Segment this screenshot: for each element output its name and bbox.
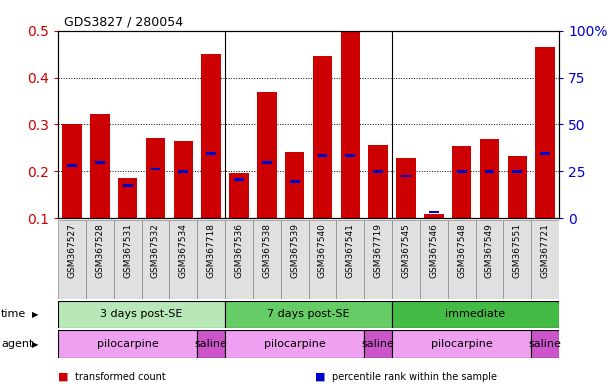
Bar	[178, 170, 188, 173]
Text: GSM367541: GSM367541	[346, 223, 355, 278]
Bar	[118, 178, 137, 218]
Bar	[169, 220, 197, 299]
Bar	[364, 330, 392, 358]
Bar	[345, 154, 355, 157]
Text: ▶: ▶	[32, 310, 38, 319]
Bar	[225, 220, 253, 299]
Text: immediate: immediate	[445, 310, 506, 319]
Bar	[58, 301, 225, 328]
Bar	[392, 220, 420, 299]
Bar	[58, 220, 86, 299]
Text: GSM367546: GSM367546	[430, 223, 438, 278]
Bar	[485, 170, 494, 173]
Text: pilocarpine: pilocarpine	[97, 339, 158, 349]
Text: ▶: ▶	[32, 339, 38, 349]
Text: GSM367545: GSM367545	[401, 223, 411, 278]
Bar	[290, 180, 299, 183]
Text: GDS3827 / 280054: GDS3827 / 280054	[64, 16, 183, 29]
Bar	[150, 167, 160, 170]
Bar	[95, 161, 104, 164]
Bar	[123, 184, 133, 187]
Text: ■: ■	[58, 372, 68, 382]
Text: GSM367534: GSM367534	[179, 223, 188, 278]
Text: transformed count: transformed count	[75, 372, 166, 382]
Bar	[234, 178, 244, 180]
Bar	[448, 220, 475, 299]
Text: GSM367531: GSM367531	[123, 223, 132, 278]
Text: agent: agent	[1, 339, 34, 349]
Bar	[364, 220, 392, 299]
Bar	[513, 170, 522, 173]
Text: pilocarpine: pilocarpine	[431, 339, 492, 349]
Text: ■: ■	[315, 372, 325, 382]
Text: GSM367551: GSM367551	[513, 223, 522, 278]
Bar	[86, 220, 114, 299]
Text: GSM367532: GSM367532	[151, 223, 160, 278]
Bar	[207, 152, 216, 155]
Text: GSM367718: GSM367718	[207, 223, 216, 278]
Bar	[262, 161, 272, 164]
Bar	[392, 330, 531, 358]
Bar	[174, 141, 193, 218]
Bar	[424, 214, 444, 218]
Bar	[58, 330, 197, 358]
Text: 3 days post-SE: 3 days post-SE	[100, 310, 183, 319]
Bar	[225, 301, 392, 328]
Bar	[285, 152, 304, 218]
Bar	[429, 210, 439, 214]
Bar	[531, 220, 559, 299]
Bar	[197, 330, 225, 358]
Text: saline: saline	[195, 339, 227, 349]
Text: GSM367538: GSM367538	[262, 223, 271, 278]
Bar	[67, 164, 77, 167]
Text: GSM367528: GSM367528	[95, 223, 104, 278]
Bar	[253, 220, 280, 299]
Bar	[457, 170, 467, 173]
Bar	[535, 47, 555, 218]
Text: GSM367540: GSM367540	[318, 223, 327, 278]
Bar	[396, 158, 415, 218]
Text: saline: saline	[362, 339, 395, 349]
Bar	[392, 301, 559, 328]
Text: GSM367536: GSM367536	[235, 223, 243, 278]
Text: GSM367719: GSM367719	[374, 223, 382, 278]
Bar	[142, 220, 169, 299]
Bar	[420, 220, 448, 299]
Bar	[202, 54, 221, 218]
Text: saline: saline	[529, 339, 562, 349]
Bar	[531, 330, 559, 358]
Bar	[62, 124, 82, 218]
Bar	[475, 220, 503, 299]
Bar	[229, 173, 249, 218]
Bar	[225, 330, 364, 358]
Bar	[313, 56, 332, 218]
Bar	[309, 220, 337, 299]
Bar	[257, 92, 277, 218]
Bar	[480, 139, 499, 218]
Text: GSM367721: GSM367721	[541, 223, 550, 278]
Text: time: time	[1, 310, 26, 319]
Text: GSM367548: GSM367548	[457, 223, 466, 278]
Text: 7 days post-SE: 7 days post-SE	[267, 310, 350, 319]
Bar	[503, 220, 531, 299]
Bar	[280, 220, 309, 299]
Bar	[340, 31, 360, 218]
Bar	[337, 220, 364, 299]
Bar	[146, 137, 165, 218]
Bar	[368, 146, 388, 218]
Bar	[90, 114, 109, 218]
Bar	[540, 152, 550, 155]
Bar	[318, 154, 327, 157]
Bar	[508, 156, 527, 218]
Bar	[452, 146, 472, 218]
Bar	[114, 220, 142, 299]
Bar	[373, 170, 383, 173]
Text: GSM367527: GSM367527	[67, 223, 76, 278]
Text: pilocarpine: pilocarpine	[264, 339, 326, 349]
Bar	[401, 175, 411, 177]
Bar	[197, 220, 225, 299]
Text: percentile rank within the sample: percentile rank within the sample	[332, 372, 497, 382]
Text: GSM367549: GSM367549	[485, 223, 494, 278]
Text: GSM367539: GSM367539	[290, 223, 299, 278]
